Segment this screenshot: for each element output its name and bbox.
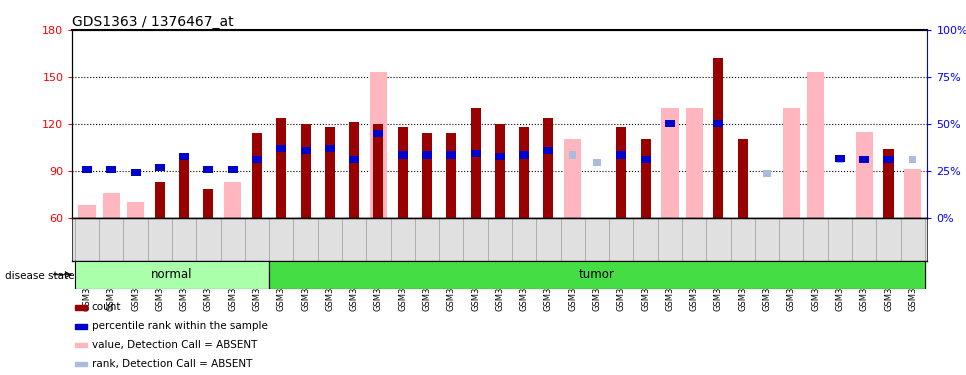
Bar	[270, 261, 924, 289]
Bar	[325, 145, 335, 152]
Bar	[252, 156, 262, 163]
Bar	[127, 202, 144, 217]
Bar	[204, 189, 213, 217]
Bar	[179, 153, 189, 160]
Text: rank, Detection Call = ABSENT: rank, Detection Call = ABSENT	[92, 359, 252, 369]
Bar	[835, 154, 845, 162]
Bar	[349, 122, 359, 218]
Bar	[370, 72, 387, 217]
Bar	[179, 157, 189, 218]
Bar	[75, 324, 87, 328]
Bar	[325, 127, 335, 218]
Bar	[155, 182, 165, 218]
Bar	[470, 150, 481, 157]
Bar	[155, 164, 165, 171]
Bar	[300, 147, 311, 154]
Bar	[738, 140, 748, 218]
Bar	[446, 133, 456, 218]
Bar	[662, 108, 678, 218]
Bar	[519, 152, 529, 159]
Bar	[856, 132, 873, 218]
Bar	[82, 165, 92, 172]
Text: percentile rank within the sample: percentile rank within the sample	[92, 321, 268, 331]
Bar	[422, 152, 432, 159]
Bar	[569, 152, 577, 159]
Bar	[904, 169, 922, 217]
Bar	[106, 165, 116, 172]
Bar	[374, 130, 384, 136]
Bar	[884, 156, 894, 163]
Bar	[349, 156, 359, 163]
Bar	[470, 108, 481, 218]
Bar	[807, 72, 824, 217]
Bar	[714, 58, 724, 217]
Bar	[544, 117, 554, 218]
Bar	[130, 169, 141, 176]
Bar	[300, 124, 311, 218]
Bar	[593, 159, 601, 166]
Bar	[102, 192, 120, 217]
Bar	[374, 124, 384, 218]
Bar	[75, 305, 87, 310]
Bar	[782, 108, 800, 218]
Bar	[519, 127, 529, 218]
Bar	[253, 165, 261, 172]
Bar	[714, 120, 724, 127]
Bar	[616, 127, 626, 218]
Bar	[75, 261, 270, 289]
Bar	[446, 152, 456, 159]
Bar	[78, 205, 96, 218]
Text: disease state: disease state	[5, 271, 74, 280]
Bar	[495, 124, 505, 218]
Bar	[422, 133, 432, 218]
Bar	[686, 108, 703, 218]
Bar	[884, 149, 894, 217]
Bar	[665, 120, 675, 127]
Bar	[83, 165, 91, 172]
Bar	[763, 170, 771, 177]
Bar	[228, 165, 238, 172]
Bar	[398, 152, 408, 159]
Bar	[398, 127, 408, 218]
Bar	[616, 152, 626, 159]
Text: tumor: tumor	[579, 268, 615, 281]
Text: normal: normal	[152, 268, 193, 281]
Bar	[859, 156, 869, 163]
Bar	[204, 165, 213, 172]
Bar	[544, 147, 554, 154]
Bar	[276, 117, 286, 218]
Bar	[75, 362, 87, 366]
Bar	[642, 156, 649, 163]
Bar	[252, 133, 262, 218]
Bar	[495, 153, 505, 160]
Text: GDS1363 / 1376467_at: GDS1363 / 1376467_at	[72, 15, 234, 29]
Text: value, Detection Call = ABSENT: value, Detection Call = ABSENT	[92, 340, 257, 350]
Bar	[640, 140, 651, 218]
Bar	[276, 145, 286, 152]
Bar	[224, 182, 242, 218]
Bar	[75, 343, 87, 347]
Bar	[640, 156, 651, 163]
Bar	[564, 140, 582, 218]
Bar	[837, 156, 843, 163]
Text: count: count	[92, 303, 122, 312]
Bar	[909, 156, 917, 163]
